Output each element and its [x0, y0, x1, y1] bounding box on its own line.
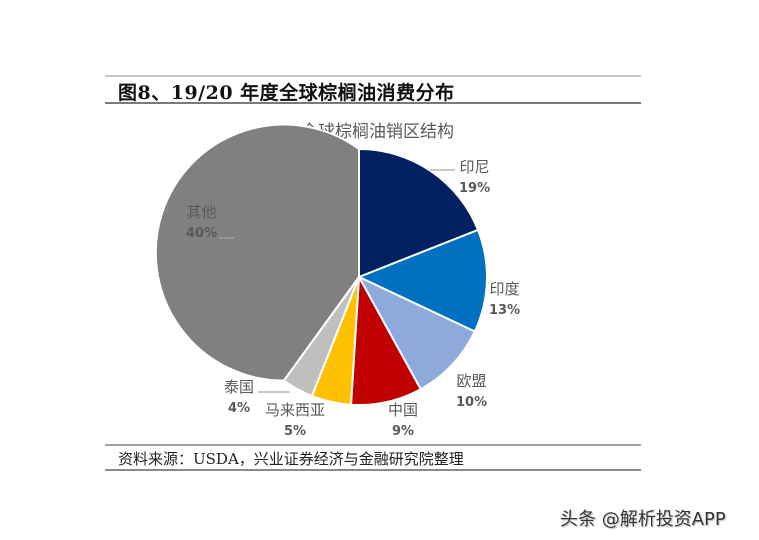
label-china: 中国 9%	[388, 401, 419, 439]
source-bottom-rule	[105, 469, 641, 471]
label-name: 印尼	[459, 158, 490, 176]
top-rule	[105, 75, 641, 77]
label-value: 5%	[283, 424, 307, 439]
watermark: 头条 @解析投资APP	[560, 509, 726, 530]
source-note: 资料来源：USDA，兴业证券经济与金融研究院整理	[118, 450, 464, 468]
label-value: 19%	[459, 181, 491, 196]
figure-title: 图8、19/20 年度全球棕榈油消费分布	[118, 82, 455, 104]
label-india: 印度 13%	[489, 280, 521, 318]
label-name: 其他	[186, 203, 217, 221]
label-value: 10%	[456, 395, 488, 410]
title-rule	[105, 102, 641, 104]
slice-indonesia	[358, 148, 479, 278]
label-value: 9%	[391, 424, 415, 439]
label-malaysia: 马来西亚 5%	[265, 401, 326, 439]
source-top-rule	[105, 444, 641, 446]
label-others: 其他 40%	[186, 203, 218, 241]
label-thailand: 泰国 4%	[224, 378, 255, 416]
label-name: 泰国	[224, 378, 255, 396]
label-indonesia: 印尼 19%	[459, 158, 491, 196]
label-name: 中国	[388, 401, 419, 419]
slice-others	[154, 123, 360, 382]
label-name: 印度	[489, 280, 520, 298]
label-eu: 欧盟 10%	[456, 372, 488, 410]
label-name: 马来西亚	[265, 401, 326, 419]
label-name: 欧盟	[456, 372, 487, 390]
slice-india	[358, 228, 488, 333]
label-value: 4%	[227, 401, 251, 416]
label-value: 40%	[186, 226, 218, 241]
label-value: 13%	[489, 303, 521, 318]
slice-eu	[358, 276, 476, 391]
